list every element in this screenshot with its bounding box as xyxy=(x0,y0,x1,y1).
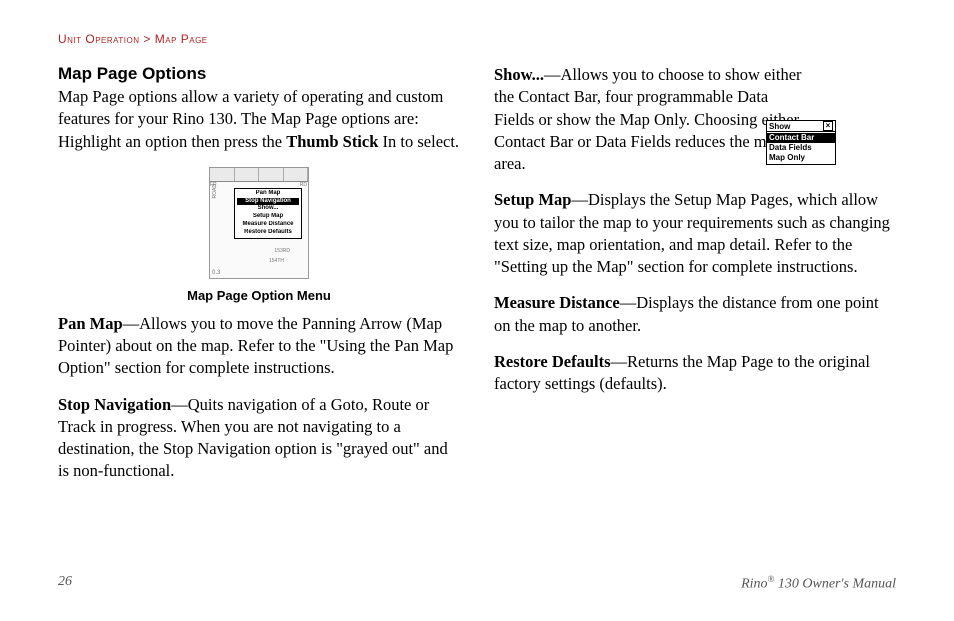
manual-pre: Rino xyxy=(741,577,767,592)
page-footer: 26 Rino® 130 Owner's Manual xyxy=(58,574,896,593)
definition-term: Show... xyxy=(494,65,544,84)
menu-popup: Pan MapStop NavigationShow...Setup MapMe… xyxy=(234,188,302,239)
definition-term: Setup Map xyxy=(494,190,571,209)
section-heading: Map Page Options xyxy=(58,64,460,84)
figure-caption: Map Page Option Menu xyxy=(58,288,460,303)
definition-paragraph: Show...—Allows you to choose to show eit… xyxy=(494,64,804,175)
show-popup-header: Show × xyxy=(767,121,835,132)
definition-term: Pan Map xyxy=(58,314,123,333)
definition-term: Restore Defaults xyxy=(494,352,611,371)
menu-item: Restore Defaults xyxy=(237,229,299,237)
intro-paragraph: Map Page options allow a variety of oper… xyxy=(58,86,460,153)
definition-paragraph: Setup Map—Displays the Setup Map Pages, … xyxy=(494,189,896,278)
menu-item: Measure Distance xyxy=(237,221,299,229)
intro-bold: Thumb Stick xyxy=(286,132,378,151)
intro-post: In to select. xyxy=(378,132,459,151)
menu-item: Show... xyxy=(237,205,299,213)
map-scale: 0.3 xyxy=(212,270,220,276)
map-label-fr: FR xyxy=(210,182,217,188)
menu-item: Pan Map xyxy=(237,190,299,198)
right-column: Show × Contact BarData FieldsMap Only Sh… xyxy=(494,64,896,497)
left-column: Map Page Options Map Page options allow … xyxy=(58,64,460,497)
breadcrumb: Unit Operation > Map Page xyxy=(58,32,896,46)
definition-term: Stop Navigation xyxy=(58,395,171,414)
screen-body: ROAD FR RD 153RD 154TH 0.3 Pan MapStop N… xyxy=(210,182,308,278)
show-popup-item: Map Only xyxy=(767,153,835,163)
definition-paragraph: Stop Navigation—Quits navigation of a Go… xyxy=(58,394,460,483)
breadcrumb-page: Map Page xyxy=(155,32,208,46)
manual-post: 130 Owner's Manual xyxy=(774,577,896,592)
definition-paragraph: Measure Distance—Displays the distance f… xyxy=(494,292,896,337)
definition-term: Measure Distance xyxy=(494,293,620,312)
show-popup-body: Contact BarData FieldsMap Only xyxy=(767,132,835,164)
show-popup-title: Show xyxy=(769,122,823,131)
manual-title: Rino® 130 Owner's Manual xyxy=(741,574,896,593)
screen-topbar xyxy=(210,168,308,182)
menu-item: Setup Map xyxy=(237,213,299,221)
breadcrumb-sep: > xyxy=(143,32,151,46)
definition-paragraph: Restore Defaults—Returns the Map Page to… xyxy=(494,351,896,396)
page-number: 26 xyxy=(58,574,72,593)
show-popup-item: Data Fields xyxy=(767,143,835,153)
menu-item: Stop Navigation xyxy=(237,198,299,206)
device-screen: ROAD FR RD 153RD 154TH 0.3 Pan MapStop N… xyxy=(209,167,309,279)
figure-map-menu: ROAD FR RD 153RD 154TH 0.3 Pan MapStop N… xyxy=(58,167,460,303)
definition-paragraph: Pan Map—Allows you to move the Panning A… xyxy=(58,313,460,380)
breadcrumb-section: Unit Operation xyxy=(58,32,140,46)
map-label-153: 153RD xyxy=(274,248,290,254)
show-popup-item: Contact Bar xyxy=(767,133,835,143)
map-label-154: 154TH xyxy=(269,258,284,264)
close-icon: × xyxy=(823,121,833,131)
show-popup: Show × Contact BarData FieldsMap Only xyxy=(766,120,836,165)
